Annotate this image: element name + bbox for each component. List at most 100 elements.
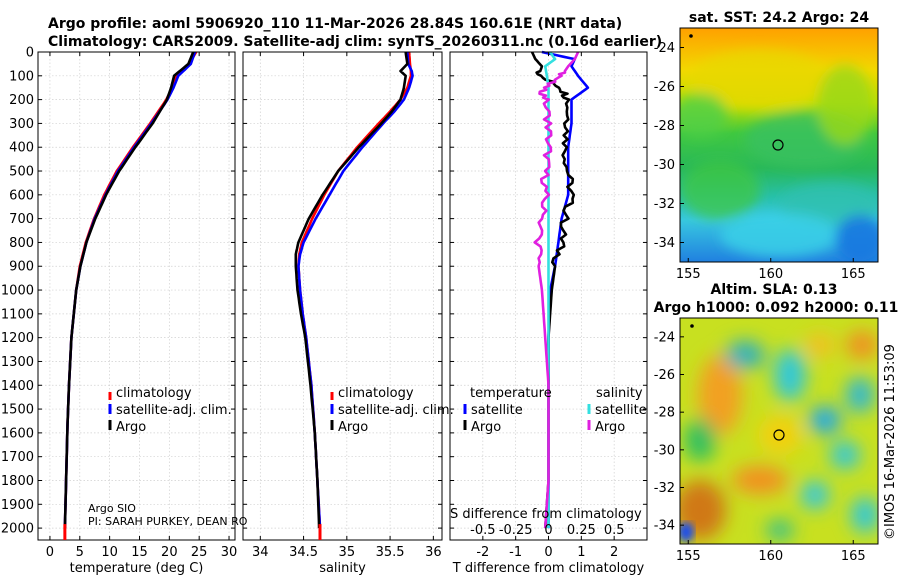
difference-panel: -2 -1 0 1 2 -0.5 -0.25 0 0.25 0.5 T difference fro… xyxy=(449,50,648,576)
figure-title-line1: Argo profile: aoml 5906920_110 11-Mar-20… xyxy=(48,16,622,32)
legend-satellite-label: satellite-adj. clim. xyxy=(338,403,454,418)
y-tick-label: 1000 xyxy=(1,284,34,299)
x-tick-label: 35.5 xyxy=(376,545,405,560)
x-tick-label: 34 xyxy=(252,545,269,560)
legend-satellite-label: satellite-adj. clim. xyxy=(116,403,232,418)
x-axis-label: temperature (deg C) xyxy=(70,561,204,576)
map-x-tick-label: 160 xyxy=(758,549,783,564)
s-tick-label: 0.5 xyxy=(604,523,625,538)
y-tick-label: 0 xyxy=(26,46,34,61)
map-y-tick-label: -34 xyxy=(654,519,675,534)
y-tick-label: 1900 xyxy=(1,498,34,513)
legend-t-argo-label: Argo xyxy=(471,420,501,435)
s-tick-label: 0 xyxy=(544,523,552,538)
argo-institution-note: Argo SIO xyxy=(88,502,136,515)
map-x-tick-label: 155 xyxy=(676,267,701,282)
legend-argo-label: Argo xyxy=(338,420,368,435)
x-tick-label: 0 xyxy=(46,545,54,560)
s-tick-label: -0.25 xyxy=(499,523,533,538)
x-tick-label: -2 xyxy=(476,545,489,560)
legend-salinity-title: salinity xyxy=(596,386,643,401)
difference-legend: temperature satellite Argo salinity sate… xyxy=(463,386,647,435)
map-x-tick-label: 155 xyxy=(676,549,701,564)
y-tick-label: 1700 xyxy=(1,450,34,465)
s-tick-label: -0.5 xyxy=(470,523,495,538)
sla-argo-position-marker xyxy=(773,429,785,441)
map-x-tick-label: 160 xyxy=(758,267,783,282)
plot-frame xyxy=(242,51,443,541)
s-difference-axis-label: S difference from climatology xyxy=(450,507,642,522)
y-tick-label: 1400 xyxy=(1,379,34,394)
map-y-tick-label: -34 xyxy=(654,236,675,251)
imos-credit: ©IMOS 16-Mar-2026 11:53:09 xyxy=(883,344,898,540)
series-line-argo xyxy=(294,51,409,529)
sst-map xyxy=(680,28,878,262)
legend-t-satellite-label: satellite xyxy=(471,403,523,418)
x-tick-label: 0 xyxy=(544,545,552,560)
x-tick-label: 34.5 xyxy=(289,545,318,560)
sst-map-title: sat. SST: 24.2 Argo: 24 xyxy=(689,10,869,26)
x-axis-label: salinity xyxy=(319,561,366,576)
sst-corner-dot xyxy=(689,34,693,38)
x-tick-label: 35 xyxy=(339,545,356,560)
y-tick-label: 900 xyxy=(9,260,34,275)
x-tick-label: -1 xyxy=(509,545,522,560)
argo-pi-note: PI: SARAH PURKEY, DEAN RO xyxy=(88,515,248,528)
sla-corner-dot xyxy=(690,324,694,328)
y-tick-label: 100 xyxy=(9,69,34,84)
x-tick-label: 15 xyxy=(131,545,148,560)
y-tick-label: 1300 xyxy=(1,355,34,370)
x-tick-label: 5 xyxy=(76,545,84,560)
sst-map-axes: 155 160 165 -24 -26 -28 -30 -32 -34 xyxy=(654,41,866,282)
legend-climatology-label: climatology xyxy=(338,386,414,401)
legend-climatology-label: climatology xyxy=(116,386,192,401)
map-y-tick-label: -24 xyxy=(654,41,675,56)
x-tick-label: 10 xyxy=(101,545,118,560)
y-tick-label: 400 xyxy=(9,141,34,156)
sla-map-axes: 155 160 165 -24 -26 -28 -30 -32 -34 xyxy=(654,330,866,564)
x-axis-label: T difference from climatology xyxy=(452,561,645,576)
map-y-tick-label: -26 xyxy=(654,80,675,95)
y-tick-label: 800 xyxy=(9,236,34,251)
sla-map xyxy=(680,318,878,544)
sla-map-title-line1: Altim. SLA: 0.13 xyxy=(710,282,837,298)
x-tick-label: 2 xyxy=(610,545,618,560)
y-tick-label: 1500 xyxy=(1,403,34,418)
map-y-tick-label: -26 xyxy=(654,368,675,383)
legend-temperature-title: temperature xyxy=(470,386,552,401)
map-y-tick-label: -30 xyxy=(654,443,675,458)
map-y-tick-label: -32 xyxy=(654,481,675,496)
map-y-tick-label: -30 xyxy=(654,158,675,173)
map-x-tick-label: 165 xyxy=(841,267,866,282)
y-tick-label: 1600 xyxy=(1,426,34,441)
map-y-tick-label: -28 xyxy=(654,406,675,421)
sla-map-title-line2: Argo h1000: 0.092 h2000: 0.11 xyxy=(654,300,899,316)
map-y-tick-label: -28 xyxy=(654,119,675,134)
s-tick-label: 0.25 xyxy=(567,523,596,538)
plot-frame xyxy=(37,51,236,541)
sla-map-frame xyxy=(679,317,879,545)
x-tick-label: 1 xyxy=(577,545,585,560)
y-tick-label: 200 xyxy=(9,93,34,108)
temperature-panel: 0 5 10 15 20 25 30 temperature (deg C) 0 100 200 30… xyxy=(1,46,237,577)
y-tick-label: 500 xyxy=(9,165,34,180)
salinity-panel: 34 34.5 35 35.5 36 salinity xyxy=(242,51,443,576)
y-tick-label: 300 xyxy=(9,117,34,132)
x-tick-label: 30 xyxy=(221,545,238,560)
map-x-tick-label: 165 xyxy=(841,549,866,564)
salinity-legend: climatology satellite-adj. clim. Argo xyxy=(330,386,454,435)
map-y-tick-label: -32 xyxy=(654,197,675,212)
y-tick-label: 1800 xyxy=(1,474,34,489)
x-tick-label: 20 xyxy=(161,545,178,560)
y-tick-label: 600 xyxy=(9,188,34,203)
temperature-legend: climatology satellite-adj. clim. Argo xyxy=(108,386,232,435)
y-tick-label: 1200 xyxy=(1,331,34,346)
series-line-s-argo xyxy=(533,51,580,529)
map-y-tick-label: -24 xyxy=(654,330,675,345)
legend-s-argo-label: Argo xyxy=(595,420,625,435)
x-tick-label: 25 xyxy=(191,545,208,560)
y-tick-label: 1100 xyxy=(1,307,34,322)
sst-argo-position-marker xyxy=(772,139,784,151)
legend-s-satellite-label: satellite xyxy=(595,403,647,418)
